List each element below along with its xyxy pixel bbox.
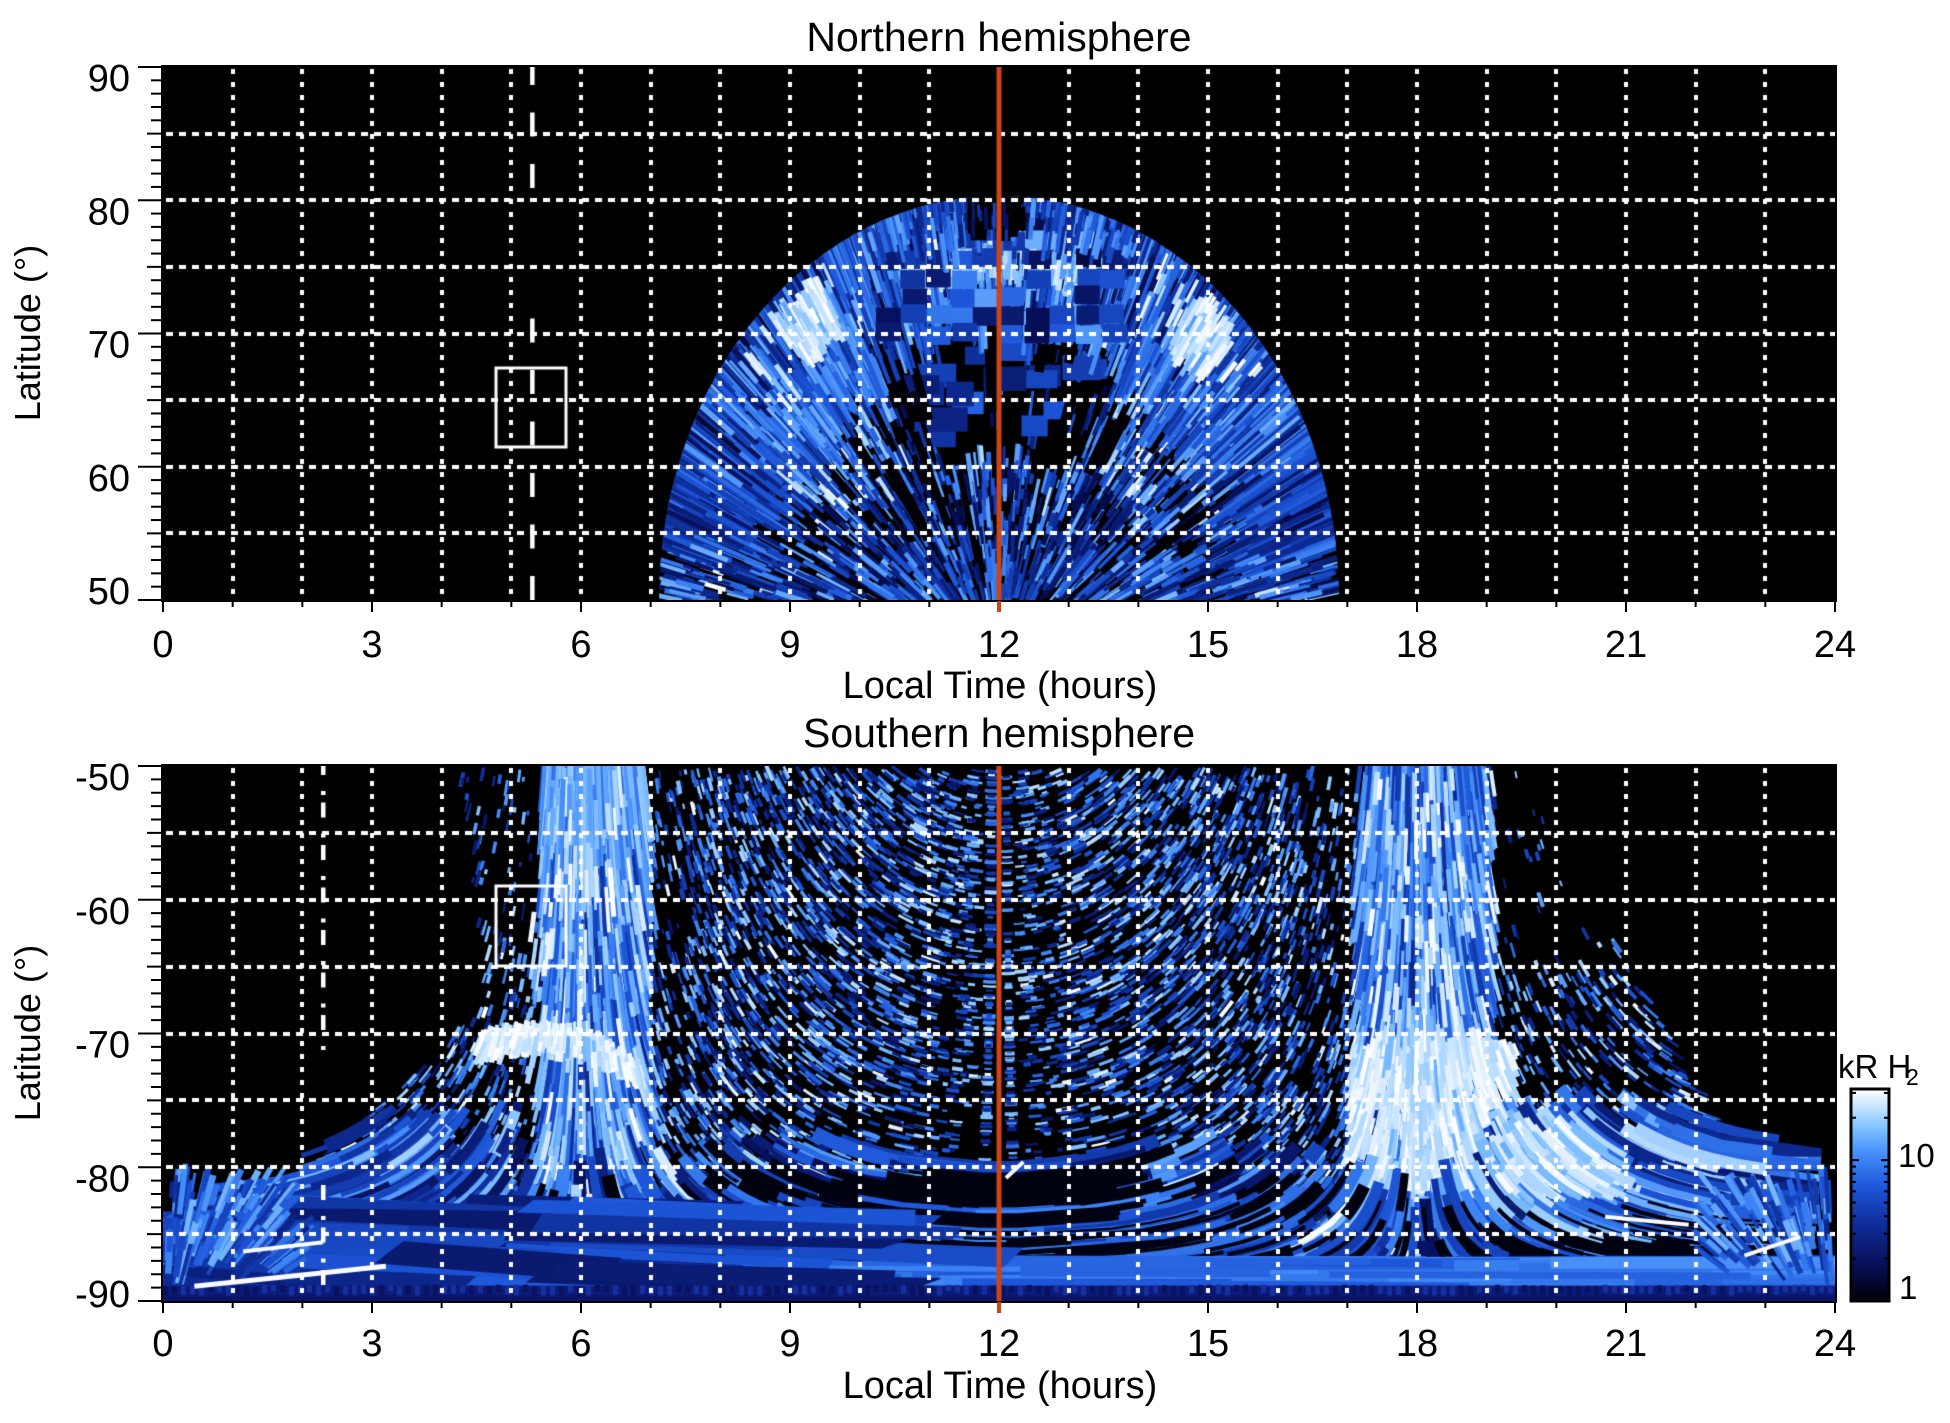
svg-text:18: 18 [1396, 1323, 1438, 1365]
svg-text:Local Time (hours): Local Time (hours) [843, 1365, 1158, 1407]
svg-text:Southern hemisphere: Southern hemisphere [803, 710, 1195, 756]
svg-text:1: 1 [1899, 1269, 1917, 1306]
svg-text:70: 70 [88, 325, 130, 367]
svg-text:15: 15 [1187, 624, 1229, 666]
svg-text:24: 24 [1814, 1323, 1856, 1365]
svg-text:-50: -50 [75, 757, 130, 799]
svg-text:9: 9 [779, 1323, 800, 1365]
svg-text:21: 21 [1605, 624, 1647, 666]
svg-text:12: 12 [978, 624, 1020, 666]
svg-text:10: 10 [1898, 1137, 1935, 1174]
svg-text:Northern hemisphere: Northern hemisphere [806, 14, 1191, 60]
svg-text:-60: -60 [75, 891, 130, 933]
svg-text:-90: -90 [75, 1274, 130, 1316]
svg-text:kR H: kR H [1838, 1048, 1911, 1085]
svg-text:3: 3 [361, 624, 382, 666]
svg-text:15: 15 [1187, 1323, 1229, 1365]
svg-text:21: 21 [1605, 1323, 1647, 1365]
svg-text:-70: -70 [75, 1025, 130, 1067]
svg-text:50: 50 [88, 571, 130, 613]
svg-text:0: 0 [152, 1323, 173, 1365]
svg-text:Latitude (°): Latitude (°) [7, 245, 48, 421]
svg-text:9: 9 [779, 624, 800, 666]
svg-text:Local Time (hours): Local Time (hours) [843, 665, 1158, 707]
svg-text:0: 0 [152, 624, 173, 666]
svg-text:18: 18 [1396, 624, 1438, 666]
svg-text:6: 6 [570, 1323, 591, 1365]
svg-text:60: 60 [88, 458, 130, 500]
svg-text:90: 90 [88, 58, 130, 100]
svg-text:2: 2 [1906, 1064, 1919, 1090]
svg-text:Latitude (°): Latitude (°) [7, 945, 48, 1121]
svg-text:6: 6 [570, 624, 591, 666]
svg-text:3: 3 [361, 1323, 382, 1365]
svg-text:-80: -80 [75, 1158, 130, 1200]
svg-text:80: 80 [88, 191, 130, 233]
svg-text:12: 12 [978, 1323, 1020, 1365]
svg-text:24: 24 [1814, 624, 1856, 666]
